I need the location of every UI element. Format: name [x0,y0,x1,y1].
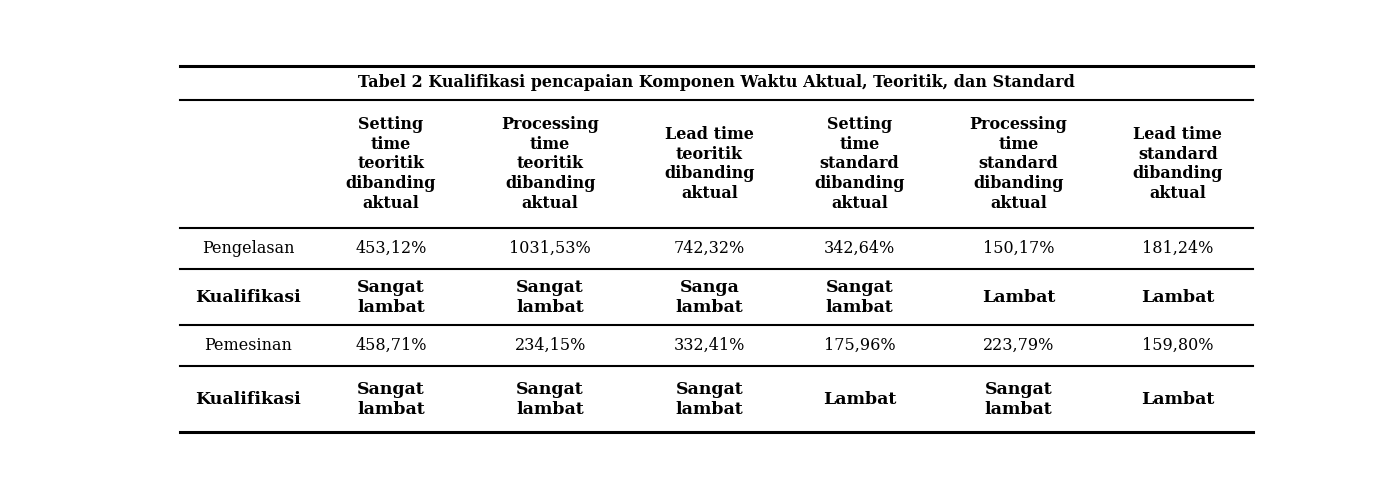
Text: Sangat
lambat: Sangat lambat [356,279,425,316]
Text: 175,96%: 175,96% [823,337,895,354]
Text: Processing
time
teoritik
dibanding
aktual: Processing time teoritik dibanding aktua… [502,116,600,212]
Text: Lambat: Lambat [822,391,896,408]
Text: Tabel 2 Kualifikasi pencapaian Komponen Waktu Aktual, Teoritik, dan Standard: Tabel 2 Kualifikasi pencapaian Komponen … [358,74,1075,92]
Text: Sangat
lambat: Sangat lambat [675,381,744,417]
Text: Lambat: Lambat [981,289,1055,306]
Text: Sangat
lambat: Sangat lambat [516,381,584,417]
Text: Lead time
teoritik
dibanding
aktual: Lead time teoritik dibanding aktual [664,126,755,202]
Text: 453,12%: 453,12% [355,240,426,257]
Text: Sangat
lambat: Sangat lambat [356,381,425,417]
Text: Lambat: Lambat [1141,289,1215,306]
Text: Sangat
lambat: Sangat lambat [516,279,584,316]
Text: Kualifikasi: Kualifikasi [196,391,301,408]
Text: Sangat
lambat: Sangat lambat [984,381,1053,417]
Text: 181,24%: 181,24% [1142,240,1213,257]
Text: Pemesinan: Pemesinan [204,337,292,354]
Text: Setting
time
standard
dibanding
aktual: Setting time standard dibanding aktual [814,116,905,212]
Text: 742,32%: 742,32% [674,240,745,257]
Text: Processing
time
standard
dibanding
aktual: Processing time standard dibanding aktua… [970,116,1068,212]
Text: Sanga
lambat: Sanga lambat [675,279,744,316]
Text: 458,71%: 458,71% [355,337,426,354]
Text: Setting
time
teoritik
dibanding
aktual: Setting time teoritik dibanding aktual [345,116,436,212]
Text: 150,17%: 150,17% [983,240,1054,257]
Text: Lead time
standard
dibanding
aktual: Lead time standard dibanding aktual [1132,126,1223,202]
Text: 159,80%: 159,80% [1142,337,1213,354]
Text: Pengelasan: Pengelasan [201,240,295,257]
Text: 234,15%: 234,15% [514,337,586,354]
Text: Lambat: Lambat [1141,391,1215,408]
Text: 223,79%: 223,79% [983,337,1054,354]
Text: 1031,53%: 1031,53% [509,240,591,257]
Text: Kualifikasi: Kualifikasi [196,289,301,306]
Text: 332,41%: 332,41% [674,337,745,354]
Text: Sangat
lambat: Sangat lambat [825,279,893,316]
Text: 342,64%: 342,64% [823,240,895,257]
